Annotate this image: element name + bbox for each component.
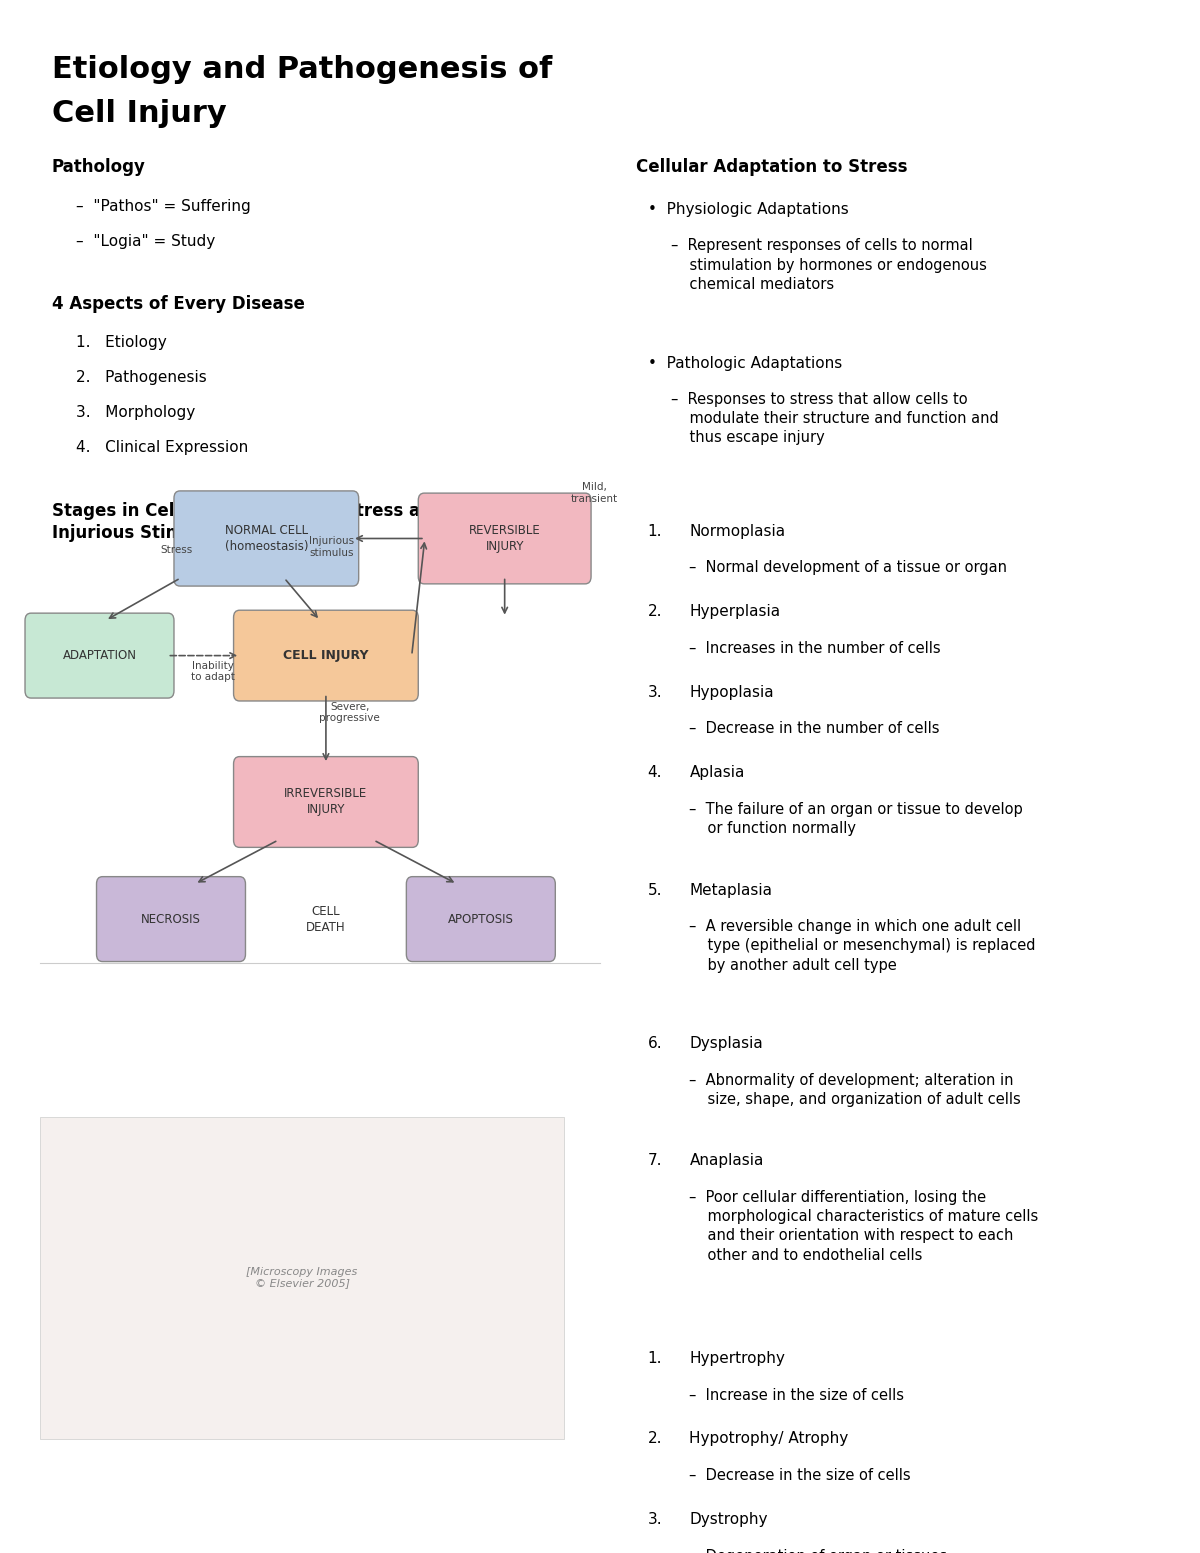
Text: APOPTOSIS: APOPTOSIS [448, 913, 514, 926]
Text: Severe,
progressive: Severe, progressive [319, 702, 380, 724]
Text: 3.   Morphology: 3. Morphology [76, 405, 194, 421]
Text: •  Physiologic Adaptations: • Physiologic Adaptations [648, 202, 848, 217]
Text: CELL
DEATH: CELL DEATH [306, 904, 346, 933]
FancyBboxPatch shape [234, 756, 419, 848]
Text: Hypoplasia: Hypoplasia [689, 685, 774, 700]
Text: NECROSIS: NECROSIS [142, 913, 200, 926]
Text: –  Abnormality of development; alteration in
    size, shape, and organization o: – Abnormality of development; alteration… [689, 1073, 1021, 1107]
Text: Injurious
stimulus: Injurious stimulus [310, 536, 354, 558]
Text: Stress: Stress [161, 545, 193, 554]
Text: 4.: 4. [648, 766, 662, 781]
Text: Etiology and Pathogenesis of: Etiology and Pathogenesis of [52, 56, 552, 84]
Text: 7.: 7. [648, 1154, 662, 1168]
FancyBboxPatch shape [234, 610, 419, 700]
FancyBboxPatch shape [25, 613, 174, 697]
Text: –  Normal development of a tissue or organ: – Normal development of a tissue or orga… [689, 561, 1007, 576]
Text: Inability
to adapt: Inability to adapt [191, 662, 235, 682]
Text: –  Responses to stress that allow cells to
    modulate their structure and func: – Responses to stress that allow cells t… [672, 391, 1000, 446]
Text: 3.: 3. [648, 1513, 662, 1527]
Text: IRREVERSIBLE
INJURY: IRREVERSIBLE INJURY [284, 787, 367, 817]
Text: CELL INJURY: CELL INJURY [283, 649, 368, 662]
Text: –  "Pathos" = Suffering: – "Pathos" = Suffering [76, 199, 251, 214]
Text: 4.   Clinical Expression: 4. Clinical Expression [76, 441, 248, 455]
Text: 1.   Etiology: 1. Etiology [76, 335, 167, 349]
Text: •  Pathologic Adaptations: • Pathologic Adaptations [648, 356, 842, 371]
Text: 1.: 1. [648, 523, 662, 539]
Text: Pathology: Pathology [52, 158, 145, 175]
Text: REVERSIBLE
INJURY: REVERSIBLE INJURY [469, 523, 540, 553]
Text: Hypotrophy/ Atrophy: Hypotrophy/ Atrophy [689, 1432, 848, 1446]
FancyBboxPatch shape [174, 491, 359, 585]
Text: –  Degeneration of organ or tissues: – Degeneration of organ or tissues [689, 1548, 948, 1553]
Text: 2.: 2. [648, 1432, 662, 1446]
Text: 1.: 1. [648, 1351, 662, 1367]
Text: –  "Logia" = Study: – "Logia" = Study [76, 235, 215, 248]
Text: Hypertrophy: Hypertrophy [689, 1351, 785, 1367]
Text: Aplasia: Aplasia [689, 766, 745, 781]
Text: Anaplasia: Anaplasia [689, 1154, 763, 1168]
Text: Cellular Adaptation to Stress: Cellular Adaptation to Stress [636, 158, 907, 175]
Text: Metaplasia: Metaplasia [689, 882, 773, 898]
Text: Dysplasia: Dysplasia [689, 1036, 763, 1051]
Text: –  Poor cellular differentiation, losing the
    morphological characteristics o: – Poor cellular differentiation, losing … [689, 1190, 1039, 1263]
Text: Dystrophy: Dystrophy [689, 1513, 768, 1527]
Text: –  Represent responses of cells to normal
    stimulation by hormones or endogen: – Represent responses of cells to normal… [672, 239, 988, 292]
Text: Cell Injury: Cell Injury [52, 99, 227, 129]
Text: –  Decrease in the size of cells: – Decrease in the size of cells [689, 1468, 911, 1483]
Text: 3.: 3. [648, 685, 662, 700]
FancyBboxPatch shape [40, 1117, 564, 1438]
Text: Normoplasia: Normoplasia [689, 523, 786, 539]
Text: 2.: 2. [648, 604, 662, 620]
FancyBboxPatch shape [407, 876, 556, 961]
Text: 6.: 6. [648, 1036, 662, 1051]
Text: NORMAL CELL
(homeostasis): NORMAL CELL (homeostasis) [224, 523, 308, 553]
Text: [Microscopy Images
© Elsevier 2005]: [Microscopy Images © Elsevier 2005] [246, 1267, 358, 1289]
Text: Hyperplasia: Hyperplasia [689, 604, 780, 620]
Text: 5.: 5. [648, 882, 662, 898]
Text: –  The failure of an organ or tissue to develop
    or function normally: – The failure of an organ or tissue to d… [689, 801, 1024, 836]
FancyBboxPatch shape [96, 876, 246, 961]
FancyBboxPatch shape [419, 494, 592, 584]
Text: –  Increases in the number of cells: – Increases in the number of cells [689, 641, 941, 655]
Text: 4 Aspects of Every Disease: 4 Aspects of Every Disease [52, 295, 305, 314]
Text: –  Decrease in the number of cells: – Decrease in the number of cells [689, 722, 940, 736]
Text: Mild,
transient: Mild, transient [570, 483, 618, 503]
Text: –  Increase in the size of cells: – Increase in the size of cells [689, 1387, 905, 1402]
Text: –  A reversible change in which one adult cell
    type (epithelial or mesenchym: – A reversible change in which one adult… [689, 919, 1036, 972]
Text: 2.   Pathogenesis: 2. Pathogenesis [76, 370, 206, 385]
Text: Stages in Cellular Response to Stress and
Injurious Stimuli: Stages in Cellular Response to Stress an… [52, 502, 444, 542]
Text: ADAPTATION: ADAPTATION [62, 649, 137, 662]
